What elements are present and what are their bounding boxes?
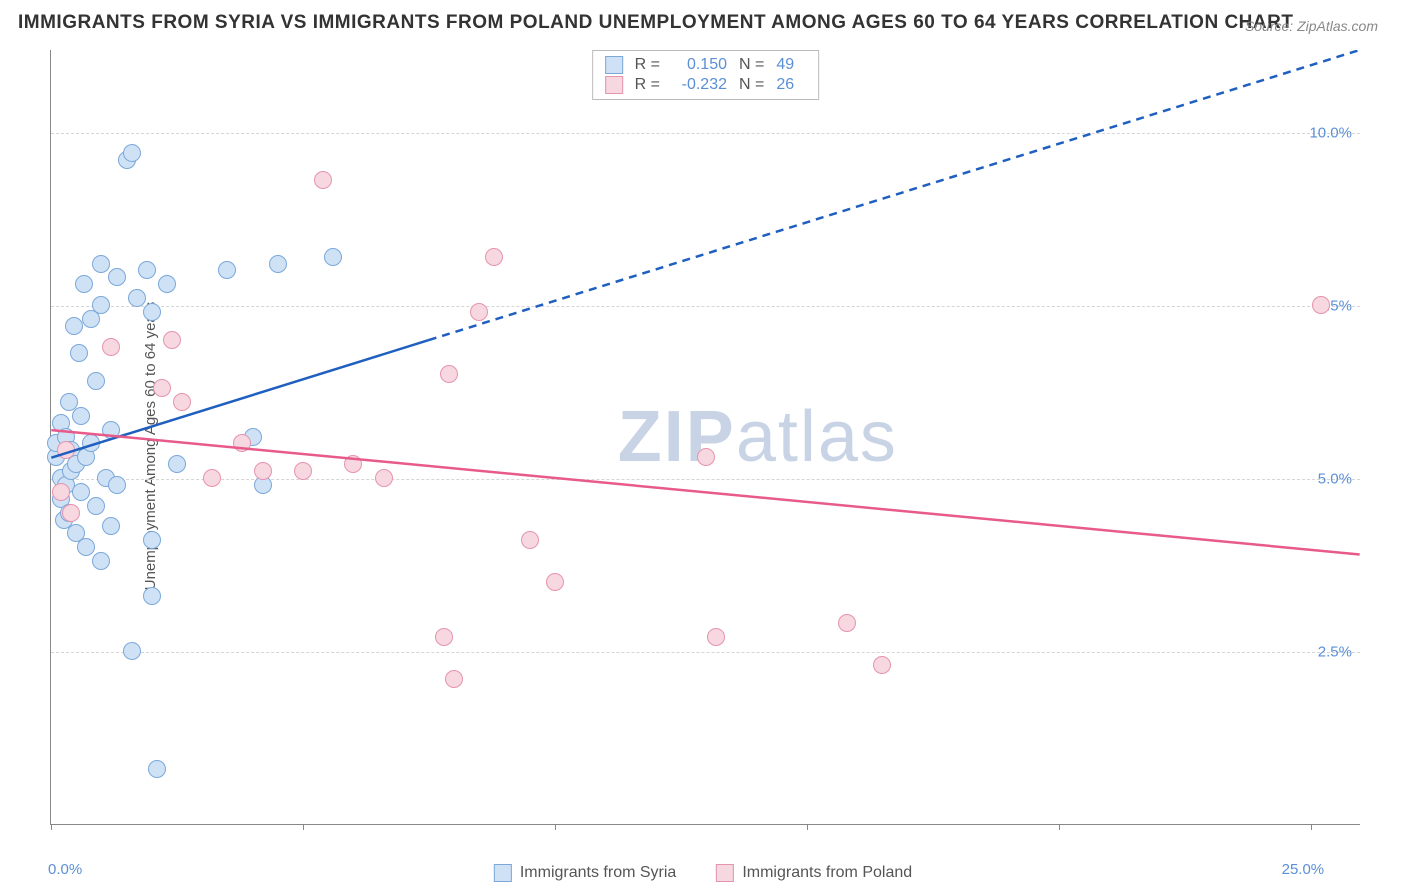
legend-n-label: N = xyxy=(739,56,764,74)
data-point xyxy=(697,448,715,466)
x-tick-mark xyxy=(303,824,304,830)
y-tick-label: 5.0% xyxy=(1318,471,1352,488)
x-tick-mark xyxy=(51,824,52,830)
data-point xyxy=(82,434,100,452)
data-point xyxy=(108,268,126,286)
data-point xyxy=(435,628,453,646)
legend-series-label: Immigrants from Syria xyxy=(520,864,676,882)
data-point xyxy=(233,434,251,452)
watermark-zip: ZIP xyxy=(618,397,736,477)
data-point xyxy=(163,331,181,349)
data-point xyxy=(123,642,141,660)
data-point xyxy=(102,421,120,439)
data-point xyxy=(440,365,458,383)
legend-swatch xyxy=(605,76,623,94)
legend-series-item: Immigrants from Poland xyxy=(716,864,912,882)
legend-correlation-row: R = 0.150 N = 49 xyxy=(605,55,807,75)
data-point xyxy=(203,469,221,487)
data-point xyxy=(470,303,488,321)
x-tick-label-min: 0.0% xyxy=(48,861,82,878)
series-legend: Immigrants from Syria Immigrants from Pol… xyxy=(494,864,912,882)
x-tick-label-max: 25.0% xyxy=(1282,861,1325,878)
data-point xyxy=(294,462,312,480)
data-point xyxy=(128,289,146,307)
legend-series-item: Immigrants from Syria xyxy=(494,864,676,882)
gridline-h xyxy=(51,479,1360,480)
data-point xyxy=(173,393,191,411)
gridline-h xyxy=(51,306,1360,307)
gridline-h xyxy=(51,133,1360,134)
data-point xyxy=(158,275,176,293)
data-point xyxy=(75,275,93,293)
data-point xyxy=(102,517,120,535)
data-point xyxy=(153,379,171,397)
data-point xyxy=(344,455,362,473)
data-point xyxy=(873,656,891,674)
data-point xyxy=(168,455,186,473)
legend-r-value: 0.150 xyxy=(672,56,727,74)
data-point xyxy=(87,497,105,515)
data-point xyxy=(65,317,83,335)
data-point xyxy=(108,476,126,494)
legend-n-value: 26 xyxy=(776,76,806,94)
legend-series-label: Immigrants from Poland xyxy=(742,864,912,882)
x-tick-mark xyxy=(555,824,556,830)
legend-swatch xyxy=(605,56,623,74)
data-point xyxy=(375,469,393,487)
legend-r-label: R = xyxy=(635,56,660,74)
data-point xyxy=(143,303,161,321)
data-point xyxy=(707,628,725,646)
data-point xyxy=(72,407,90,425)
legend-n-value: 49 xyxy=(776,56,806,74)
data-point xyxy=(324,248,342,266)
data-point xyxy=(92,296,110,314)
x-tick-mark xyxy=(1059,824,1060,830)
correlation-legend: R = 0.150 N = 49 R = -0.232 N = 26 xyxy=(592,50,820,100)
trend-line-dashed xyxy=(429,50,1360,340)
legend-r-label: R = xyxy=(635,76,660,94)
data-point xyxy=(138,261,156,279)
data-point xyxy=(87,372,105,390)
data-point xyxy=(143,587,161,605)
watermark: ZIPatlas xyxy=(618,396,898,478)
data-point xyxy=(57,441,75,459)
data-point xyxy=(102,338,120,356)
scatter-plot-area: ZIPatlas R = 0.150 N = 49 R = -0.232 N = 26 2.5… xyxy=(50,50,1360,825)
legend-swatch xyxy=(494,864,512,882)
data-point xyxy=(838,614,856,632)
gridline-h xyxy=(51,652,1360,653)
data-point xyxy=(143,531,161,549)
data-point xyxy=(123,144,141,162)
data-point xyxy=(92,255,110,273)
y-tick-label: 2.5% xyxy=(1318,644,1352,661)
data-point xyxy=(546,573,564,591)
source-attribution: Source: ZipAtlas.com xyxy=(1245,18,1378,34)
data-point xyxy=(1312,296,1330,314)
data-point xyxy=(314,171,332,189)
legend-correlation-row: R = -0.232 N = 26 xyxy=(605,75,807,95)
data-point xyxy=(148,760,166,778)
watermark-atlas: atlas xyxy=(736,397,898,477)
x-tick-mark xyxy=(1311,824,1312,830)
data-point xyxy=(72,483,90,501)
data-point xyxy=(445,670,463,688)
data-point xyxy=(52,483,70,501)
data-point xyxy=(218,261,236,279)
data-point xyxy=(62,504,80,522)
legend-swatch xyxy=(716,864,734,882)
data-point xyxy=(92,552,110,570)
data-point xyxy=(254,462,272,480)
data-point xyxy=(521,531,539,549)
data-point xyxy=(77,538,95,556)
x-tick-mark xyxy=(807,824,808,830)
legend-n-label: N = xyxy=(739,76,764,94)
data-point xyxy=(269,255,287,273)
data-point xyxy=(70,344,88,362)
data-point xyxy=(485,248,503,266)
y-tick-label: 10.0% xyxy=(1309,125,1352,142)
chart-title: IMMIGRANTS FROM SYRIA VS IMMIGRANTS FROM… xyxy=(18,12,1293,34)
legend-r-value: -0.232 xyxy=(672,76,727,94)
